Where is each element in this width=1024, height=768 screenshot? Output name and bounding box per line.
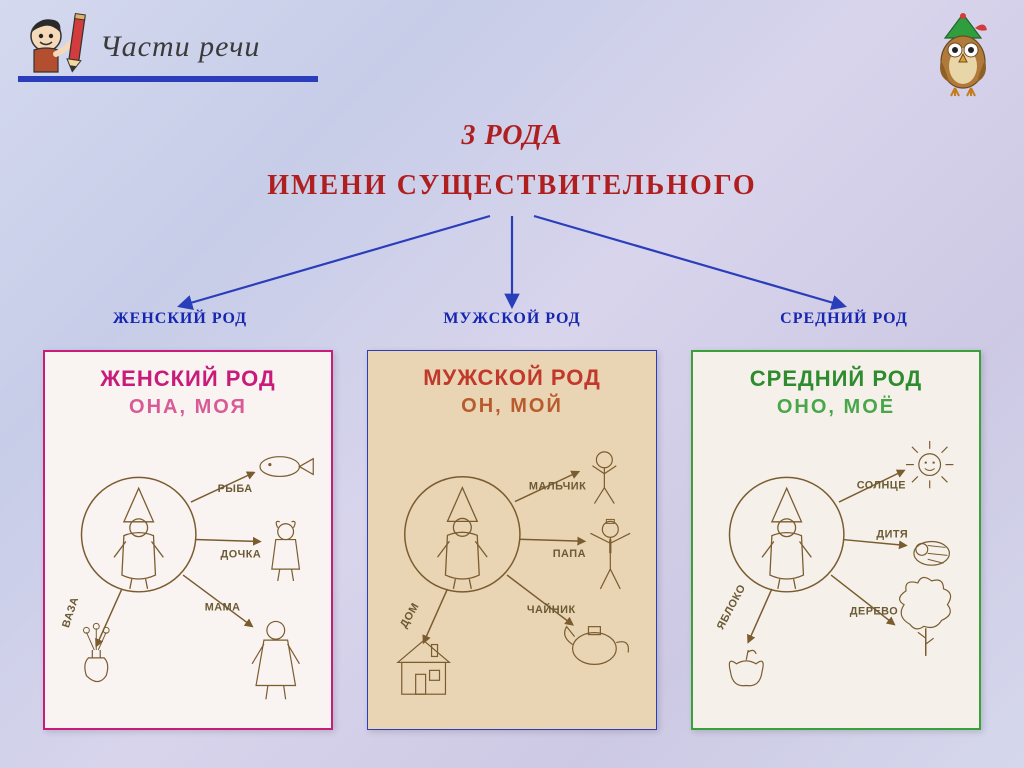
word-sun: СОЛНЦЕ xyxy=(857,479,906,491)
word-father: ПАПА xyxy=(553,548,586,560)
word-mother: МАМА xyxy=(205,602,241,614)
owl-mascot-icon xyxy=(927,12,999,98)
woman-icon xyxy=(252,621,299,699)
boy-icon xyxy=(592,452,616,504)
title-line-2: ИМЕНИ СУЩЕСТВИТЕЛЬНОГО xyxy=(0,170,1024,202)
word-tree: ДЕРЕВО xyxy=(850,606,898,618)
vase-icon xyxy=(83,623,109,681)
card-neuter-title: СРЕДНИЙ РОД xyxy=(693,366,979,392)
gnome-icon xyxy=(438,488,488,589)
word-fish: РЫБА xyxy=(218,483,253,495)
header: Части речи xyxy=(0,8,1024,88)
word-apple: ЯБЛОКО xyxy=(715,583,749,632)
card-feminine-scene: РЫБА ДОЧКА xyxy=(45,430,331,728)
man-icon xyxy=(590,519,630,589)
card-neuter-scene: СОЛНЦЕ ДИТЯ ДЕРЕВО xyxy=(693,430,979,728)
word-child: ДИТЯ xyxy=(876,529,908,541)
gnome-icon xyxy=(762,488,811,589)
branch-label-feminine: ЖЕНСКИЙ РОД xyxy=(40,310,320,328)
branch-label-masculine: МУЖСКОЙ РОД xyxy=(372,310,652,328)
main-title: 3 РОДА ИМЕНИ СУЩЕСТВИТЕЛЬНОГО xyxy=(0,120,1024,202)
boy-pencil-icon xyxy=(18,10,90,82)
sun-icon xyxy=(906,441,953,488)
branch-label-neuter: СРЕДНИЙ РОД xyxy=(704,310,984,328)
word-vase: ВАЗА xyxy=(60,595,81,629)
card-feminine: ЖЕНСКИЙ РОД ОНА, МОЯ xyxy=(43,350,333,730)
word-daughter: ДОЧКА xyxy=(221,548,262,560)
gnome-icon xyxy=(114,488,163,589)
header-divider xyxy=(18,76,318,82)
teapot-icon xyxy=(565,627,629,665)
card-neuter-sub: ОНО, МОЁ xyxy=(693,396,979,419)
word-house: ДОМ xyxy=(398,601,422,630)
tree-icon xyxy=(900,577,951,655)
fish-icon xyxy=(260,457,313,477)
card-masculine-scene: МАЛЬЧИК ПАПА xyxy=(368,429,656,729)
word-boy: МАЛЬЧИК xyxy=(529,481,586,493)
card-feminine-sub: ОНА, МОЯ xyxy=(45,396,331,419)
header-title: Части речи xyxy=(100,30,260,64)
cards-row: ЖЕНСКИЙ РОД ОНА, МОЯ xyxy=(0,350,1024,730)
card-masculine: МУЖСКОЙ РОД ОН, МОЙ xyxy=(367,350,657,730)
girl-icon xyxy=(272,521,300,581)
apple-icon xyxy=(729,650,763,686)
house-icon xyxy=(398,641,450,695)
card-neuter: СРЕДНИЙ РОД ОНО, МОЁ xyxy=(691,350,981,730)
word-teapot: ЧАЙНИК xyxy=(527,603,576,616)
card-masculine-title: МУЖСКОЙ РОД xyxy=(368,365,656,391)
baby-icon xyxy=(914,542,950,566)
title-line-1: 3 РОДА xyxy=(0,120,1024,152)
card-feminine-title: ЖЕНСКИЙ РОД xyxy=(45,366,331,392)
card-masculine-sub: ОН, МОЙ xyxy=(368,395,656,418)
